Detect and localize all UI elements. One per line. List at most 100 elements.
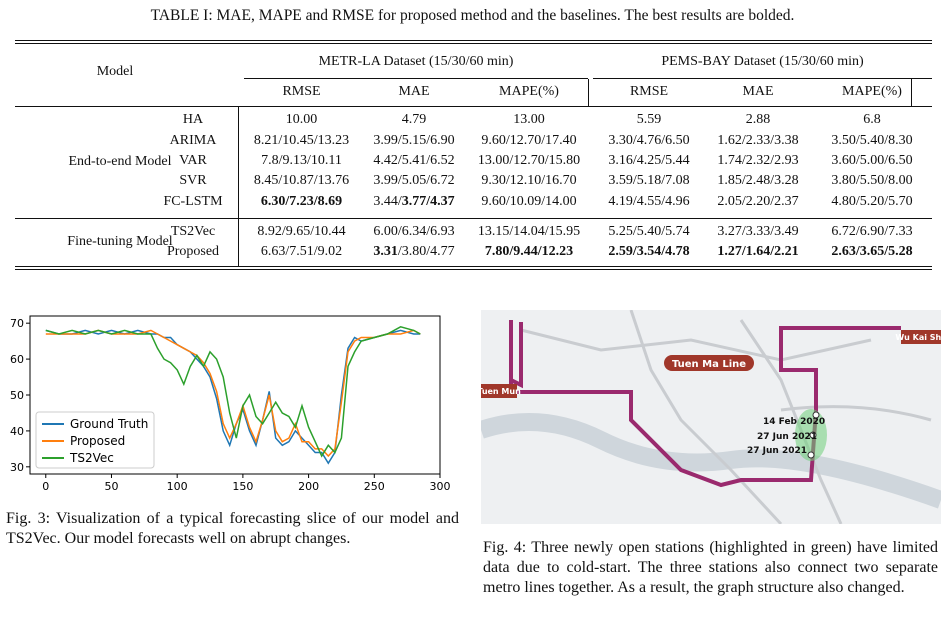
value: 1.62/2.33/3.38	[717, 133, 799, 148]
fig4-caption: Fig. 4: Three newly open stations (highl…	[483, 539, 938, 596]
table-cell: 13.00/12.70/15.80	[470, 151, 588, 171]
table-cell: 2.59/3.54/4.78	[593, 242, 705, 262]
value: 6.00/6.34/6.93	[373, 224, 455, 239]
table-bottom-rule	[15, 266, 932, 267]
other-line	[520, 328, 872, 362]
table-cell: 2.63/3.65/5.28	[812, 242, 932, 262]
y-tick-label: 40	[10, 425, 24, 438]
legend-label: Proposed	[70, 434, 125, 448]
table-caption: TABLE I: MAE, MAPE and RMSE for proposed…	[150, 7, 795, 24]
table-top-rule-2	[15, 43, 932, 44]
table-bottom-rule-2	[15, 269, 932, 270]
x-tick-label: 100	[167, 480, 188, 493]
x-tick-label: 300	[430, 480, 451, 493]
value: 9.30/12.10/16.70	[481, 173, 577, 188]
value: 9.60/10.09/14.00	[481, 194, 577, 209]
model-name: SVR	[179, 173, 207, 188]
metric-header: RMSE	[629, 84, 669, 99]
value: 1.74/2.32/2.93	[717, 153, 799, 168]
tuen-mun-badge	[481, 384, 517, 398]
metric-header: MAPE(%)	[842, 84, 902, 99]
x-tick-label: 0	[42, 480, 49, 493]
wu-kai-sha-badge	[901, 330, 941, 344]
col-divider-3	[911, 79, 912, 106]
value: 2.88	[745, 112, 771, 127]
value: 6.8	[863, 112, 881, 127]
model-name: FC-LSTM	[163, 194, 223, 209]
legend-label: Ground Truth	[70, 417, 148, 431]
value: 3.60/5.00/6.50	[831, 153, 913, 168]
value: 13.00/12.70/15.80	[477, 153, 581, 168]
table-cell: 3.80/5.50/8.00	[812, 171, 932, 191]
series-line-proposed	[45, 329, 421, 458]
model-name: HA	[182, 112, 204, 127]
model-name: ARIMA	[169, 133, 217, 148]
group-fine-tuning: Fine-tuning Model	[67, 234, 173, 249]
fig3-caption: Fig. 3: Visualization of a typical forec…	[6, 510, 459, 547]
table-cell: 8.45/10.87/13.76	[244, 171, 359, 191]
value: 3.44/	[373, 194, 402, 209]
bold-value: 3.31	[373, 244, 398, 259]
bold-value: 6.30/7.23/8.69	[260, 194, 343, 209]
value: 3.99/5.15/6.90	[373, 133, 455, 148]
table-top-rule	[15, 40, 932, 41]
metr-header: METR-LA Dataset (15/30/60 min)	[318, 54, 514, 69]
table-cell: 7.80/9.44/12.23	[470, 242, 588, 262]
table-cell: 4.80/5.20/5.70	[812, 192, 932, 212]
table-cell: 9.60/12.70/17.40	[470, 131, 588, 151]
value: 8.92/9.65/10.44	[257, 224, 346, 239]
table-cell: 9.60/10.09/14.00	[470, 192, 588, 212]
x-tick-label: 250	[364, 480, 385, 493]
fig3-chart: 0 50 100 150 200 250 300 30 40 50 60 70 Ground Truth…	[10, 315, 451, 493]
table-cell: 3.44/3.77/4.37	[360, 192, 468, 212]
bold-value: 2.63/3.65/5.28	[831, 244, 913, 259]
model-header: Model	[96, 64, 134, 79]
group-rule	[15, 218, 932, 219]
y-tick-label: 60	[10, 353, 24, 366]
table-cell: 6.30/7.23/8.69	[244, 192, 359, 212]
value: 3.80/5.50/8.00	[831, 173, 913, 188]
value: 3.59/5.18/7.08	[608, 173, 690, 188]
series-line-ts2vec	[45, 325, 421, 458]
y-tick-label: 30	[10, 461, 24, 474]
table-cell: 13.15/14.04/15.95	[470, 222, 588, 242]
bold-value: 1.27/1.64/2.21	[717, 244, 799, 259]
metric-header: RMSE	[282, 84, 321, 99]
line-title: Tuen Ma Line	[672, 359, 746, 370]
tuen-mun-label: Tuen Mun	[481, 387, 521, 396]
table-cell: 8.92/9.65/10.44	[244, 222, 359, 242]
station-marker	[809, 431, 817, 439]
col-divider-1	[238, 107, 239, 266]
bold-value: 2.59/3.54/4.78	[608, 244, 690, 259]
value: 6.63/7.51/9.02	[260, 244, 343, 259]
table-cell: 2.05/2.20/2.37	[706, 192, 810, 212]
table-cell: 7.8/9.13/10.11	[244, 151, 359, 171]
value: 3.99/5.05/6.72	[373, 173, 455, 188]
table-cell: 6.63/7.51/9.02	[244, 242, 359, 262]
date-label-2: 27 Jun 2021	[757, 432, 817, 442]
metric-header: MAPE(%)	[499, 84, 559, 99]
table-cell: 13.00	[470, 110, 588, 130]
header-rule	[15, 106, 932, 107]
line-title-badge	[664, 355, 754, 371]
tuen-ma-line-east	[751, 326, 901, 482]
table-cell: 8.21/10.45/13.23	[244, 131, 359, 151]
group-end-to-end: End-to-end Model	[68, 154, 172, 169]
col-divider-2	[588, 79, 589, 106]
harbour-shape	[481, 413, 941, 509]
table-cell: 3.60/5.00/6.50	[812, 151, 932, 171]
other-line	[780, 405, 932, 422]
pems-header: PEMS-BAY Dataset (15/30/60 min)	[661, 54, 864, 69]
value: 4.80/5.20/5.70	[831, 194, 913, 209]
value: 4.79	[401, 112, 427, 127]
table-cell: 10.00	[244, 110, 359, 130]
table-cell: 3.59/5.18/7.08	[593, 171, 705, 191]
value: 2.05/2.20/2.37	[717, 194, 799, 209]
table-cell: 3.99/5.15/6.90	[360, 131, 468, 151]
value: 3.30/4.76/6.50	[608, 133, 690, 148]
metric-header: MAE	[398, 84, 430, 99]
value: 3.50/5.40/8.30	[831, 133, 913, 148]
station-marker	[812, 411, 820, 419]
value: /3.80/4.77	[397, 244, 455, 259]
table-cell: 3.16/4.25/5.44	[593, 151, 705, 171]
